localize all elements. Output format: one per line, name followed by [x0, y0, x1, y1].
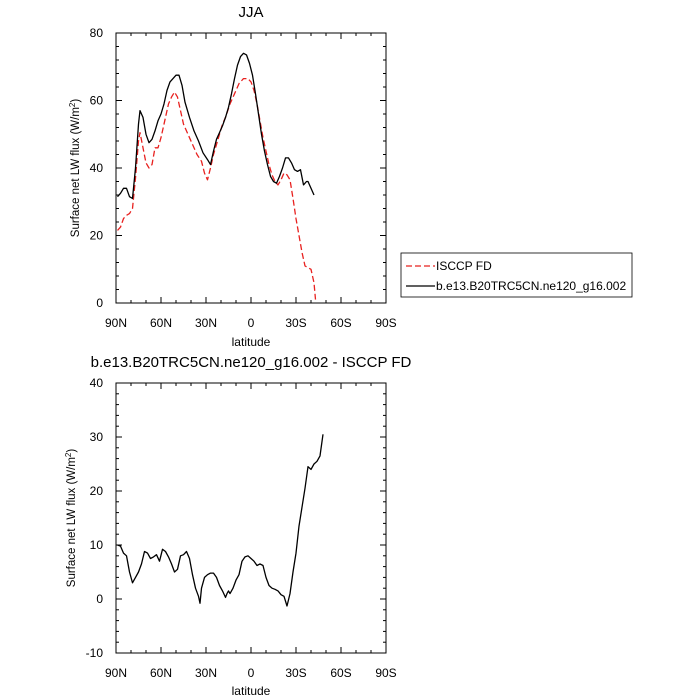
top-y-axis-label-sup: 2	[68, 102, 77, 107]
y-tick-label: 20	[90, 229, 104, 243]
x-tick-label: 0	[248, 666, 255, 680]
top-series-line-1	[117, 52, 315, 200]
x-tick-label: 30N	[195, 316, 217, 330]
x-tick-label: 30S	[285, 666, 306, 680]
top-plot-frame	[115, 32, 387, 304]
legend-label-model: b.e13.B20TRC5CN.ne120_g16.002	[436, 279, 626, 293]
y-tick-label: 40	[90, 376, 104, 390]
x-tick-label: 90N	[105, 316, 127, 330]
top-axis-ticks	[115, 32, 387, 304]
y-tick-label: 0	[96, 296, 103, 310]
x-tick-label: 0	[248, 316, 255, 330]
bottom-y-axis-label-main: Surface net LW flux (W/m	[66, 457, 78, 587]
bottom-y-axis-label-close: )	[66, 449, 78, 453]
y-tick-label: 60	[90, 94, 104, 108]
y-tick-label: 10	[90, 538, 104, 552]
top-panel: JJA 90N 60N 30N 0 30S 60S 90S 0 20 40 60 80 latitud…	[68, 4, 397, 349]
top-x-axis-label: latitude	[232, 335, 271, 349]
top-y-axis-label-main: Surface net LW flux (W/m	[70, 107, 82, 237]
top-series-line-0	[117, 77, 317, 300]
top-tick-labels: 90N 60N 30N 0 30S 60S 90S 0 20 40 60 80	[90, 26, 397, 330]
bottom-chart-title: b.e13.B20TRC5CN.ne120_g16.002 - ISCCP FD	[91, 354, 412, 371]
y-tick-label: 80	[90, 26, 104, 40]
legend: ISCCP FD b.e13.B20TRC5CN.ne120_g16.002	[400, 252, 633, 298]
bottom-panel: b.e13.B20TRC5CN.ne120_g16.002 - ISCCP FD…	[64, 354, 412, 698]
top-y-axis-label: Surface net LW flux (W/m2)	[68, 99, 83, 238]
top-y-axis-label-close: )	[70, 99, 82, 103]
top-series-lines	[117, 52, 317, 300]
bottom-series-lines	[117, 434, 324, 607]
x-tick-label: 30S	[285, 316, 306, 330]
x-tick-label: 60N	[150, 666, 172, 680]
x-tick-label: 60S	[330, 666, 351, 680]
legend-label-isccp: ISCCP FD	[436, 259, 492, 273]
x-tick-label: 90S	[375, 666, 396, 680]
bottom-y-axis-label: Surface net LW flux (W/m2)	[64, 449, 79, 588]
y-tick-label: 40	[90, 161, 104, 175]
legend-box	[400, 252, 633, 298]
x-tick-label: 60N	[150, 316, 172, 330]
bottom-plot-frame	[115, 382, 387, 654]
top-chart-title: JJA	[238, 4, 263, 21]
y-tick-label: 20	[90, 484, 104, 498]
y-tick-label: -10	[86, 646, 104, 660]
y-tick-label: 30	[90, 430, 104, 444]
bottom-tick-labels: 90N 60N 30N 0 30S 60S 90S -10 0 10 20 30 40	[86, 376, 397, 680]
bottom-x-axis-label: latitude	[232, 684, 271, 698]
x-tick-label: 30N	[195, 666, 217, 680]
x-tick-label: 60S	[330, 316, 351, 330]
x-tick-label: 90S	[375, 316, 396, 330]
bottom-axis-ticks	[115, 382, 387, 654]
bottom-series-line-0	[117, 434, 324, 607]
y-tick-label: 0	[96, 592, 103, 606]
x-tick-label: 90N	[105, 666, 127, 680]
bottom-y-axis-label-sup: 2	[64, 452, 73, 457]
